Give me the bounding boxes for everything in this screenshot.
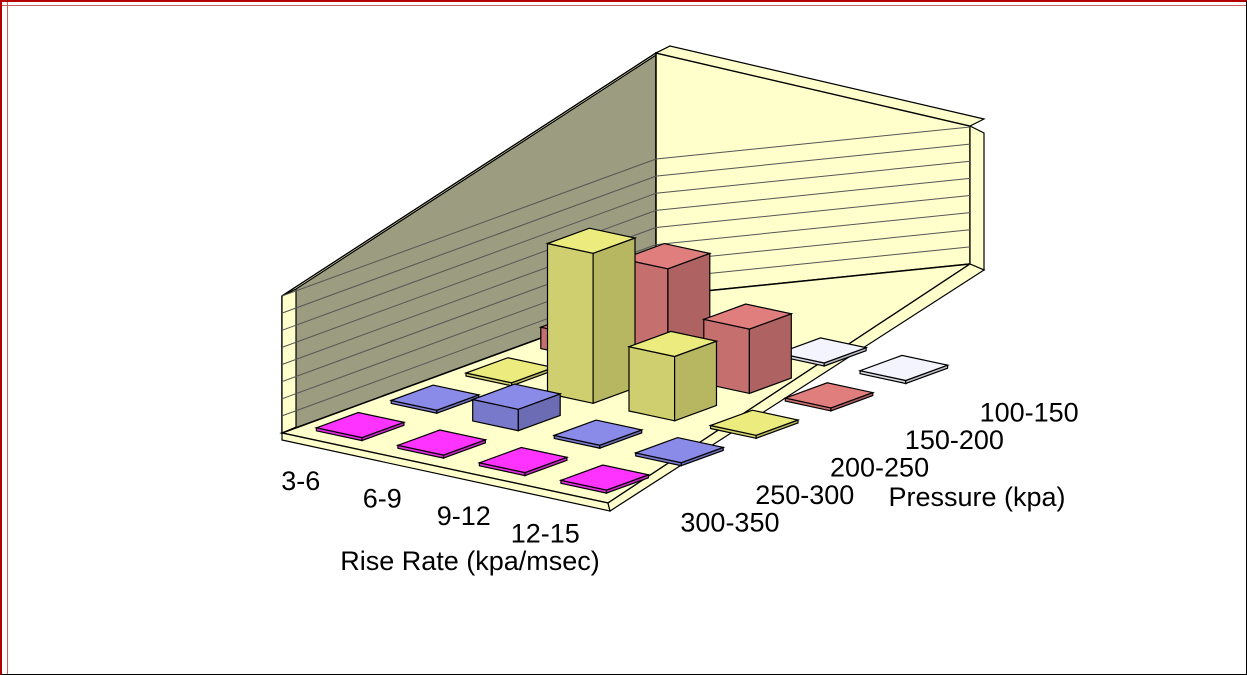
y-tick-label: 300-350 [680,507,779,537]
bar-3-6-300-350 [314,411,407,442]
bar-12-15-100-150 [857,354,950,385]
bar-12-15-200-250 [708,409,801,440]
gridline [281,177,971,348]
x-tick-labels: 3-6 6-9 9-12 12-15 [281,466,580,549]
bar-6-9-200-250 [545,227,638,405]
bar-6-9-250-300 [470,383,563,432]
bar-top-face [545,227,638,254]
y-tick-label: 150-200 [905,425,1004,455]
gridline [281,143,971,314]
bar-9-12-250-300 [552,419,644,450]
x-tick-label: 6-9 [363,483,402,513]
y-tick-label: 250-300 [755,480,854,510]
x-tick-label: 9-12 [437,501,491,531]
bar-9-12-200-250 [626,330,719,422]
bar-top-face [314,411,407,439]
gridline [281,126,971,297]
x-axis-label: Rise Rate (kpa/msec) [340,546,600,576]
gridline [281,160,971,331]
bar-top-face [776,337,869,364]
bar-top-face [701,303,794,330]
bar-top-face [620,242,712,270]
bar-top-face [708,409,801,436]
bar-top-face [470,383,563,410]
bar-9-12-150-200 [701,303,794,395]
x-tick-label: 12-15 [511,518,580,548]
bar-top-face [633,436,726,464]
bar-6-9-300-350 [395,429,488,459]
back-wall-edge [969,125,985,271]
bar-12-15-250-300 [633,436,726,467]
bar-top-face [389,384,481,411]
x-tick-label: 3-6 [281,466,320,496]
bars [314,227,950,494]
gridline [281,195,971,365]
bar-12-15-150-200 [783,382,875,412]
bar-top-face [626,330,719,358]
y-tick-label: 200-250 [830,453,929,483]
bar-12-15-300-350 [558,464,651,494]
bar-front-face [546,242,594,405]
bar-top-face [552,419,644,446]
bar-top-face [783,382,875,409]
back-wall-top [654,45,986,127]
y-axis-label: Pressure (kpa) [888,482,1065,512]
bar-top-face [558,464,651,491]
bar-9-12-300-350 [477,446,570,477]
bar-top-face [857,354,950,382]
bar-top-face [395,429,488,456]
bar-front-face [628,345,676,422]
gridline [281,212,971,383]
y-tick-label: 100-150 [980,398,1079,428]
bar-top-face [477,446,570,474]
bar-3-6-250-300 [389,384,481,415]
